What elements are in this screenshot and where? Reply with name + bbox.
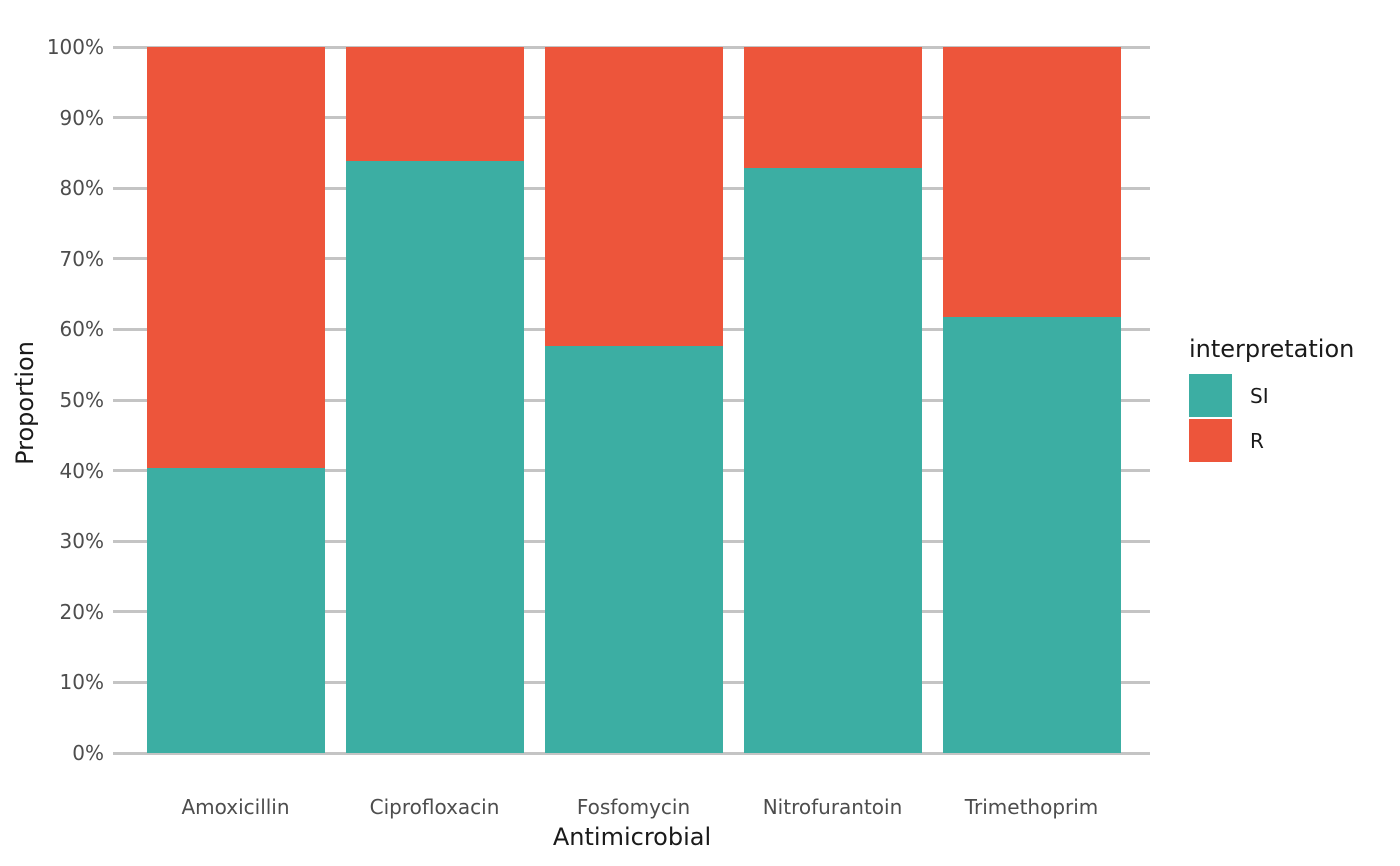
y-tick-label-30: 30% (59, 529, 104, 554)
legend-swatch-r (1189, 419, 1232, 462)
bar-segment-r-amoxicillin (146, 47, 325, 468)
bar-segment-si-amoxicillin (146, 467, 325, 753)
bar-segment-si-ciprofloxacin (345, 161, 524, 753)
x-tick-label-nitrofurantoin: Nitrofurantoin (762, 795, 903, 819)
y-tick-label-20: 20% (59, 599, 104, 624)
legend-title: interpretation (1189, 335, 1355, 363)
legend-item-label: R (1250, 428, 1264, 453)
legend-item-r: R (1189, 419, 1354, 462)
x-tick-label-trimethoprim: Trimethoprim (964, 795, 1099, 819)
x-axis-title: Antimicrobial (552, 823, 712, 851)
legend: interpretation SI R (1189, 335, 1354, 464)
y-tick-label-50: 50% (59, 388, 104, 412)
legend-item-label: SI (1250, 383, 1269, 408)
y-tick-label-10: 10% (59, 670, 104, 695)
y-tick-label-100: 100% (46, 35, 104, 59)
legend-swatch-si (1189, 374, 1232, 417)
legend-item-si: SI (1189, 374, 1354, 417)
x-tick-label-ciprofloxacin: Ciprofloxacin (369, 795, 500, 819)
y-tick-label-60: 60% (59, 317, 104, 342)
x-tick-label-fosfomycin: Fosfomycin (576, 795, 691, 819)
bar-segment-si-trimethoprim (942, 316, 1121, 753)
gridline-0 (113, 751, 1150, 755)
bar-segment-si-nitrofurantoin (743, 168, 922, 753)
legend-items: SI R (1189, 374, 1354, 462)
y-tick-label-0: 0% (72, 741, 104, 765)
bar-segment-r-nitrofurantoin (743, 47, 922, 169)
bar-segment-r-ciprofloxacin (345, 47, 524, 162)
y-tick-label-80: 80% (59, 176, 104, 201)
y-tick-label-70: 70% (59, 246, 104, 271)
bar-segment-r-fosfomycin (544, 47, 723, 346)
x-tick-label-amoxicillin: Amoxicillin (181, 795, 290, 819)
bar-segment-si-fosfomycin (544, 345, 723, 753)
y-tick-label-40: 40% (59, 458, 104, 483)
y-tick-label-90: 90% (59, 105, 104, 130)
bar-segment-r-trimethoprim (942, 47, 1121, 317)
